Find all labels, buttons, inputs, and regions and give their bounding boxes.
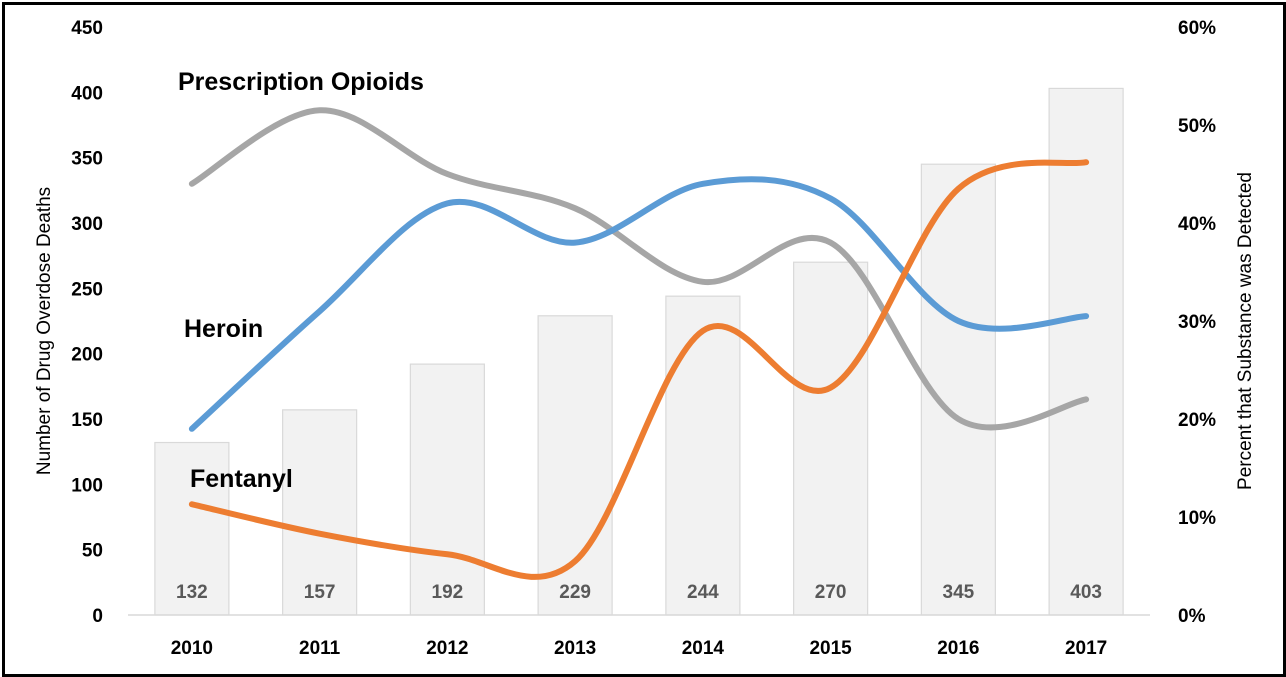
y-tick-label: 100 xyxy=(71,475,103,496)
series-label-heroin: Heroin xyxy=(184,315,263,343)
line-prescription-opioids xyxy=(188,107,1090,431)
bar-value-label: 157 xyxy=(304,582,336,603)
y2-tick-label: 0% xyxy=(1178,606,1206,627)
bar-value-label: 244 xyxy=(687,582,719,603)
x-tick-label: 2013 xyxy=(554,638,596,659)
y-tick-label: 150 xyxy=(71,410,103,431)
y-tick-label: 0 xyxy=(92,606,103,627)
x-tick-label: 2016 xyxy=(937,638,979,659)
y-tick-label: 450 xyxy=(71,18,103,39)
bars: 132 157 192 229 244 270 345 403 xyxy=(154,87,1124,616)
bar-2010 xyxy=(154,441,230,616)
y-tick-label: 350 xyxy=(71,149,103,170)
x-tick-label: 2011 xyxy=(299,638,341,659)
y2-tick-label: 20% xyxy=(1178,410,1216,431)
line-fentanyl xyxy=(188,159,1090,580)
x-tick-label: 2015 xyxy=(809,638,852,659)
line-heroin xyxy=(188,176,1090,432)
y-axis-ticks: 0 50 100 150 200 250 300 350 400 450 xyxy=(71,18,103,627)
x-tick-label: 2014 xyxy=(682,638,725,659)
bar-value-label: 132 xyxy=(176,582,208,603)
y2-tick-label: 30% xyxy=(1178,312,1216,333)
series-label-prescription-opioids: Prescription Opioids xyxy=(178,68,424,96)
y-tick-label: 50 xyxy=(82,541,103,562)
bar-value-label: 403 xyxy=(1070,582,1102,603)
bar-2013 xyxy=(537,315,613,616)
y2-tick-label: 40% xyxy=(1178,214,1216,235)
y-tick-label: 400 xyxy=(71,83,103,104)
y2-axis-ticks: 0% 10% 20% 30% 40% 50% 60% xyxy=(1178,18,1216,627)
y-axis-title: Number of Drug Overdose Deaths xyxy=(34,187,55,475)
bar-value-label: 229 xyxy=(559,582,591,603)
series-label-fentanyl: Fentanyl xyxy=(190,465,293,493)
bar-2015 xyxy=(793,261,869,616)
bar-value-label: 192 xyxy=(432,582,464,603)
x-tick-label: 2010 xyxy=(171,638,213,659)
x-tick-label: 2012 xyxy=(426,638,468,659)
series-lines xyxy=(188,107,1090,580)
y2-tick-label: 60% xyxy=(1178,18,1216,39)
bar-value-label: 270 xyxy=(815,582,847,603)
x-axis-ticks: 2010 2011 2012 2013 2014 2015 2016 2017 xyxy=(171,638,1108,659)
y2-axis-title: Percent that Substance was Detected xyxy=(1235,172,1256,490)
y-tick-label: 300 xyxy=(71,214,103,235)
bar-2011 xyxy=(282,409,358,616)
bar-value-label: 345 xyxy=(943,582,975,603)
bar-2014 xyxy=(665,295,741,616)
bar-2017 xyxy=(1048,87,1124,616)
y2-tick-label: 50% xyxy=(1178,116,1216,137)
x-tick-label: 2017 xyxy=(1065,638,1107,659)
bar-2012 xyxy=(409,363,485,616)
y-tick-label: 250 xyxy=(71,279,103,300)
y-tick-label: 200 xyxy=(71,345,103,366)
y2-tick-label: 10% xyxy=(1178,508,1216,529)
